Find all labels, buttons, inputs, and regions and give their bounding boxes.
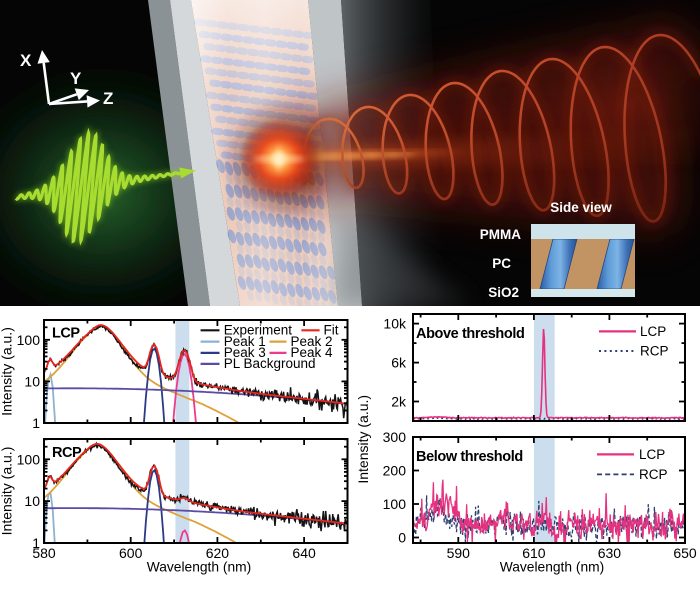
svg-text:RCP: RCP [639,467,668,482]
svg-text:Fit: Fit [324,323,339,338]
svg-text:100: 100 [17,332,41,348]
svg-text:LCP: LCP [52,326,80,342]
svg-text:Intensity (a.u.): Intensity (a.u.) [0,327,15,416]
svg-text:600: 600 [119,545,143,561]
svg-text:300: 300 [383,429,407,445]
svg-text:620: 620 [206,545,230,561]
svg-text:Below threshold: Below threshold [416,449,523,465]
svg-text:10k: 10k [383,316,407,332]
svg-text:0: 0 [398,530,406,546]
svg-text:10: 10 [24,373,40,389]
svg-text:10: 10 [24,493,40,509]
svg-text:610: 610 [522,545,546,561]
svg-text:Y: Y [70,69,82,88]
svg-text:1: 1 [32,535,40,551]
svg-text:SiO2: SiO2 [488,285,519,300]
svg-text:580: 580 [32,545,56,561]
svg-text:PC: PC [492,256,511,271]
svg-text:Wavelength (nm): Wavelength (nm) [500,560,605,575]
svg-text:Intensity (a.u.): Intensity (a.u.) [0,447,15,536]
svg-text:Intensity (a.u.): Intensity (a.u.) [355,395,371,484]
svg-text:650: 650 [673,545,697,561]
svg-text:1: 1 [32,415,40,431]
svg-text:Peak 3: Peak 3 [224,345,266,360]
svg-text:100: 100 [17,451,41,467]
svg-text:Experiment: Experiment [224,323,293,338]
svg-text:Side view: Side view [550,200,612,215]
svg-text:200: 200 [383,463,407,479]
svg-text:RCP: RCP [640,344,669,359]
svg-text:RCP: RCP [52,445,82,461]
svg-text:2k: 2k [391,394,407,410]
svg-text:590: 590 [447,545,471,561]
svg-text:Peak 4: Peak 4 [291,345,334,360]
svg-text:Z: Z [103,89,113,108]
svg-text:PMMA: PMMA [480,227,521,242]
svg-text:6k: 6k [391,355,407,371]
svg-text:LCP: LCP [639,447,665,462]
svg-text:Wavelength (nm): Wavelength (nm) [147,560,252,575]
svg-text:LCP: LCP [640,324,666,339]
svg-text:PL Background: PL Background [224,356,316,371]
svg-text:640: 640 [292,545,316,561]
svg-text:630: 630 [598,545,622,561]
svg-text:Peak 1: Peak 1 [224,334,266,349]
svg-text:X: X [20,51,32,70]
svg-text:Peak 2: Peak 2 [291,334,333,349]
svg-text:100: 100 [383,496,407,512]
svg-text:Above threshold: Above threshold [416,326,524,342]
